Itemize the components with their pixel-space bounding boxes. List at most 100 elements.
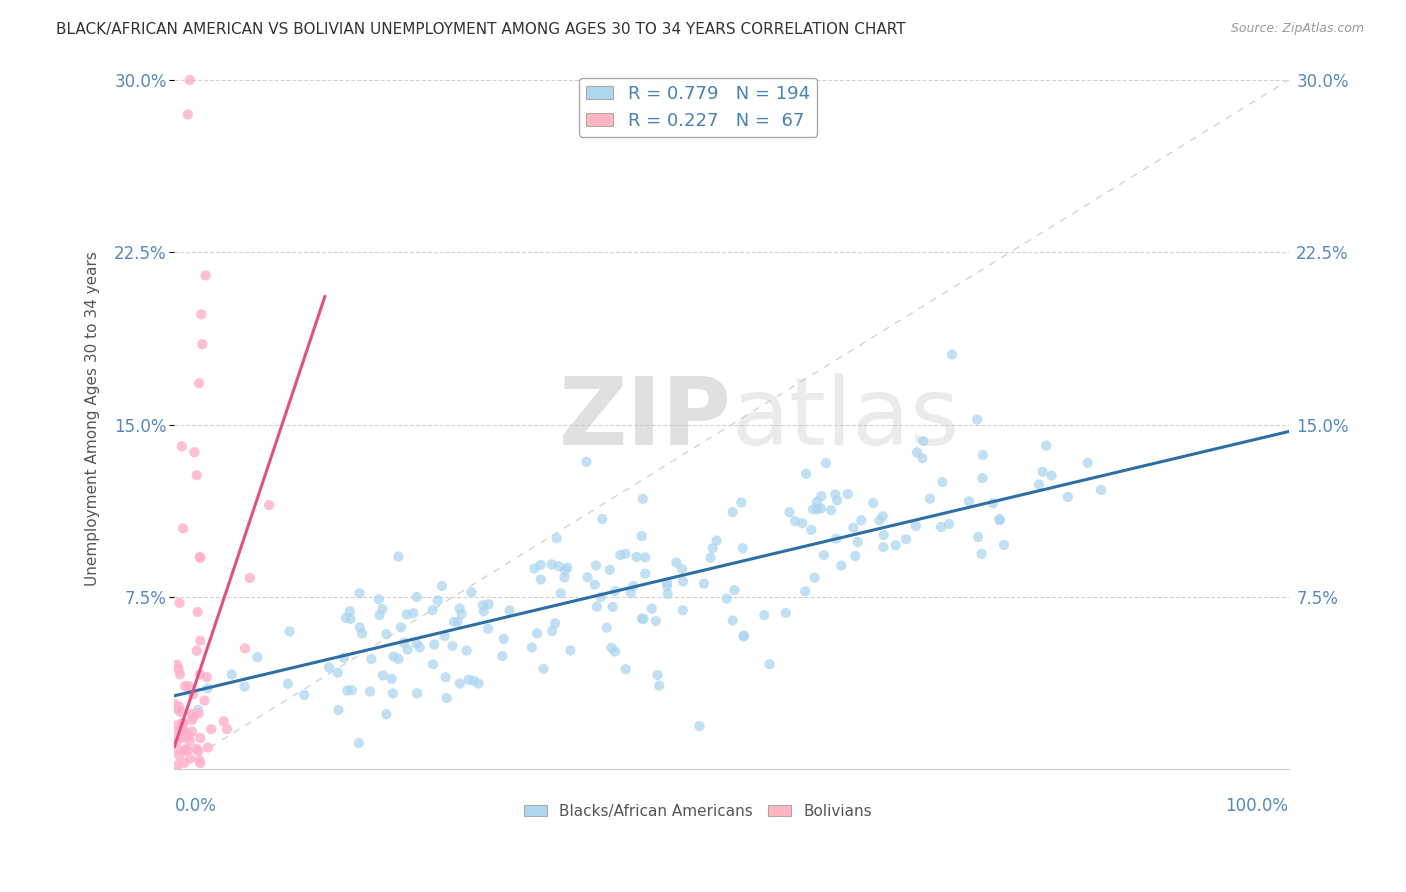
Point <box>177 679 200 693</box>
Point <box>603 644 626 658</box>
Point <box>825 493 848 508</box>
Point <box>191 337 214 351</box>
Point <box>194 268 217 283</box>
Point <box>905 445 928 459</box>
Point <box>446 615 468 629</box>
Point <box>406 686 429 700</box>
Point <box>591 512 613 526</box>
Point <box>405 636 427 650</box>
Point <box>733 630 755 644</box>
Point <box>912 434 935 448</box>
Point <box>671 562 693 576</box>
Point <box>530 573 553 587</box>
Point <box>163 697 186 711</box>
Point <box>381 672 404 686</box>
Point <box>339 612 361 626</box>
Point <box>371 602 394 616</box>
Point <box>352 626 374 640</box>
Point <box>169 705 191 719</box>
Point <box>333 650 356 665</box>
Point <box>212 714 235 729</box>
Point <box>550 586 572 600</box>
Point <box>166 718 188 732</box>
Point <box>672 603 695 617</box>
Point <box>721 614 744 628</box>
Point <box>688 719 710 733</box>
Point <box>166 742 188 756</box>
Point <box>187 605 209 619</box>
Legend: Blacks/African Americans, Bolivians: Blacks/African Americans, Bolivians <box>517 797 879 825</box>
Point <box>221 667 243 681</box>
Point <box>657 587 679 601</box>
Point <box>423 638 446 652</box>
Point <box>460 585 482 599</box>
Point <box>187 744 209 758</box>
Point <box>179 751 201 765</box>
Point <box>434 670 457 684</box>
Point <box>335 611 357 625</box>
Point <box>626 549 648 564</box>
Point <box>179 733 201 747</box>
Point <box>630 611 652 625</box>
Point <box>672 574 695 589</box>
Point <box>450 607 472 621</box>
Point <box>706 533 728 548</box>
Point <box>278 624 301 639</box>
Point <box>436 691 458 706</box>
Point <box>825 532 848 546</box>
Point <box>215 722 238 736</box>
Point <box>702 541 724 556</box>
Point <box>326 665 349 680</box>
Point <box>716 591 738 606</box>
Point <box>801 502 824 516</box>
Point <box>523 561 546 575</box>
Point <box>172 717 194 731</box>
Point <box>472 604 495 618</box>
Point <box>783 514 806 528</box>
Point <box>190 307 212 321</box>
Point <box>169 667 191 681</box>
Point <box>644 614 666 628</box>
Point <box>257 498 280 512</box>
Point <box>463 673 485 688</box>
Point <box>188 376 211 391</box>
Point <box>336 683 359 698</box>
Point <box>387 652 409 666</box>
Point <box>1077 456 1099 470</box>
Point <box>614 662 637 676</box>
Point <box>183 445 205 459</box>
Point <box>405 590 427 604</box>
Point <box>433 629 456 643</box>
Point <box>426 593 449 607</box>
Point <box>174 729 197 743</box>
Point <box>360 652 382 666</box>
Point <box>609 548 631 562</box>
Point <box>699 550 721 565</box>
Point <box>368 608 391 623</box>
Point <box>402 606 425 620</box>
Point <box>498 603 520 617</box>
Point <box>477 622 499 636</box>
Point <box>375 707 398 722</box>
Point <box>165 735 187 749</box>
Point <box>188 667 211 681</box>
Point <box>596 621 619 635</box>
Point <box>544 616 567 631</box>
Point <box>911 451 934 466</box>
Point <box>938 516 960 531</box>
Point <box>233 641 256 656</box>
Point <box>477 597 499 611</box>
Point <box>931 475 953 489</box>
Point <box>693 576 716 591</box>
Point <box>599 563 621 577</box>
Point <box>491 649 513 664</box>
Point <box>614 547 637 561</box>
Point <box>382 649 405 664</box>
Point <box>172 731 194 745</box>
Point <box>733 629 755 643</box>
Point <box>381 686 404 700</box>
Point <box>655 579 678 593</box>
Text: Source: ZipAtlas.com: Source: ZipAtlas.com <box>1230 22 1364 36</box>
Point <box>347 736 370 750</box>
Point <box>456 643 478 657</box>
